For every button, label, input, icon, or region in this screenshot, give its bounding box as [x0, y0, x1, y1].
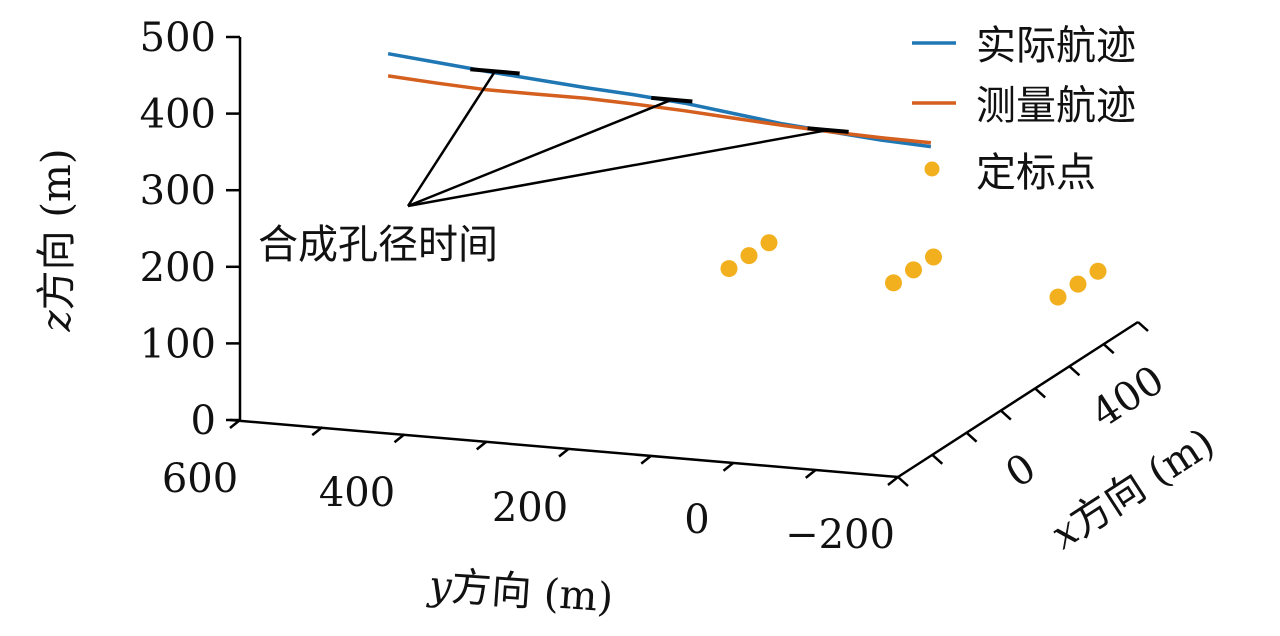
- y-tick-label: −200: [785, 512, 895, 558]
- calibration-point: [740, 247, 758, 265]
- y-minor-tick-mark: [475, 440, 488, 451]
- y-tick-mark: [393, 433, 406, 444]
- y-axis-title-var: y: [425, 563, 454, 611]
- z-axis-title: z方向 (m): [34, 149, 80, 333]
- x-axis-title: x方向 (m): [1043, 420, 1223, 559]
- calibration-point: [925, 248, 942, 266]
- z-axis-title-rest: 方向 (m): [34, 149, 80, 311]
- x-tick-mark: [1137, 321, 1149, 332]
- legend-label: 实际航迹: [976, 23, 1136, 69]
- x-tick-mark: [1068, 365, 1081, 377]
- z-axis-title-var: z: [34, 309, 80, 332]
- x-tick-mark: [965, 431, 978, 443]
- leader-line: [407, 128, 829, 208]
- y-tick-mark: [229, 419, 241, 429]
- calibration-point: [1069, 275, 1087, 293]
- calibration-point: [1089, 262, 1107, 280]
- y-minor-tick-mark: [640, 454, 653, 465]
- x-tick-mark: [1102, 343, 1115, 355]
- y-axis-line: [229, 418, 899, 479]
- z-tick-label: 0: [191, 398, 216, 444]
- y-minor-tick-mark: [804, 468, 817, 479]
- y-tick-mark: [887, 476, 899, 486]
- annotation: 合成孔径时间: [258, 67, 849, 268]
- calibration-point: [720, 260, 738, 278]
- x-tick-mark: [1000, 409, 1012, 421]
- z-tick-label: 500: [140, 15, 216, 61]
- legend-label: 测量航迹: [976, 83, 1136, 129]
- leader-line: [407, 98, 673, 208]
- z-tick-label: 400: [140, 92, 216, 138]
- legend-marker: [924, 161, 940, 177]
- x-tick-mark: [1034, 387, 1046, 399]
- z-tick-label: 200: [140, 245, 216, 291]
- x-tick-mark: [897, 476, 909, 487]
- y-tick-label: 0: [684, 497, 709, 543]
- y-axis-title-rest: 方向 (m): [450, 564, 615, 621]
- calibration-point: [905, 261, 922, 279]
- y-minor-tick-mark: [311, 426, 324, 437]
- annotation-text: 合成孔径时间: [258, 222, 498, 268]
- calibration-point: [885, 274, 902, 292]
- leader-line: [406, 70, 497, 207]
- x-tick-label: 400: [1083, 357, 1172, 437]
- y-tick-mark: [722, 461, 735, 472]
- y-tick-mark: [558, 447, 570, 458]
- y-axis-title: y方向 (m): [425, 563, 614, 622]
- y-tick-label: 200: [492, 485, 568, 531]
- calibration-point: [760, 234, 778, 252]
- z-tick-label: 300: [140, 168, 216, 214]
- x-tick-label: 0: [998, 445, 1044, 497]
- x-axis-line: [897, 320, 1139, 479]
- y-tick-label: 400: [319, 470, 395, 516]
- calibration-point: [1049, 288, 1067, 306]
- legend-label: 定标点: [976, 150, 1096, 196]
- x-axis-title-rest: 方向 (m): [1062, 420, 1223, 547]
- z-tick-label: 100: [140, 321, 216, 367]
- x-tick-mark: [931, 453, 944, 465]
- y-tick-label: 600: [162, 456, 238, 502]
